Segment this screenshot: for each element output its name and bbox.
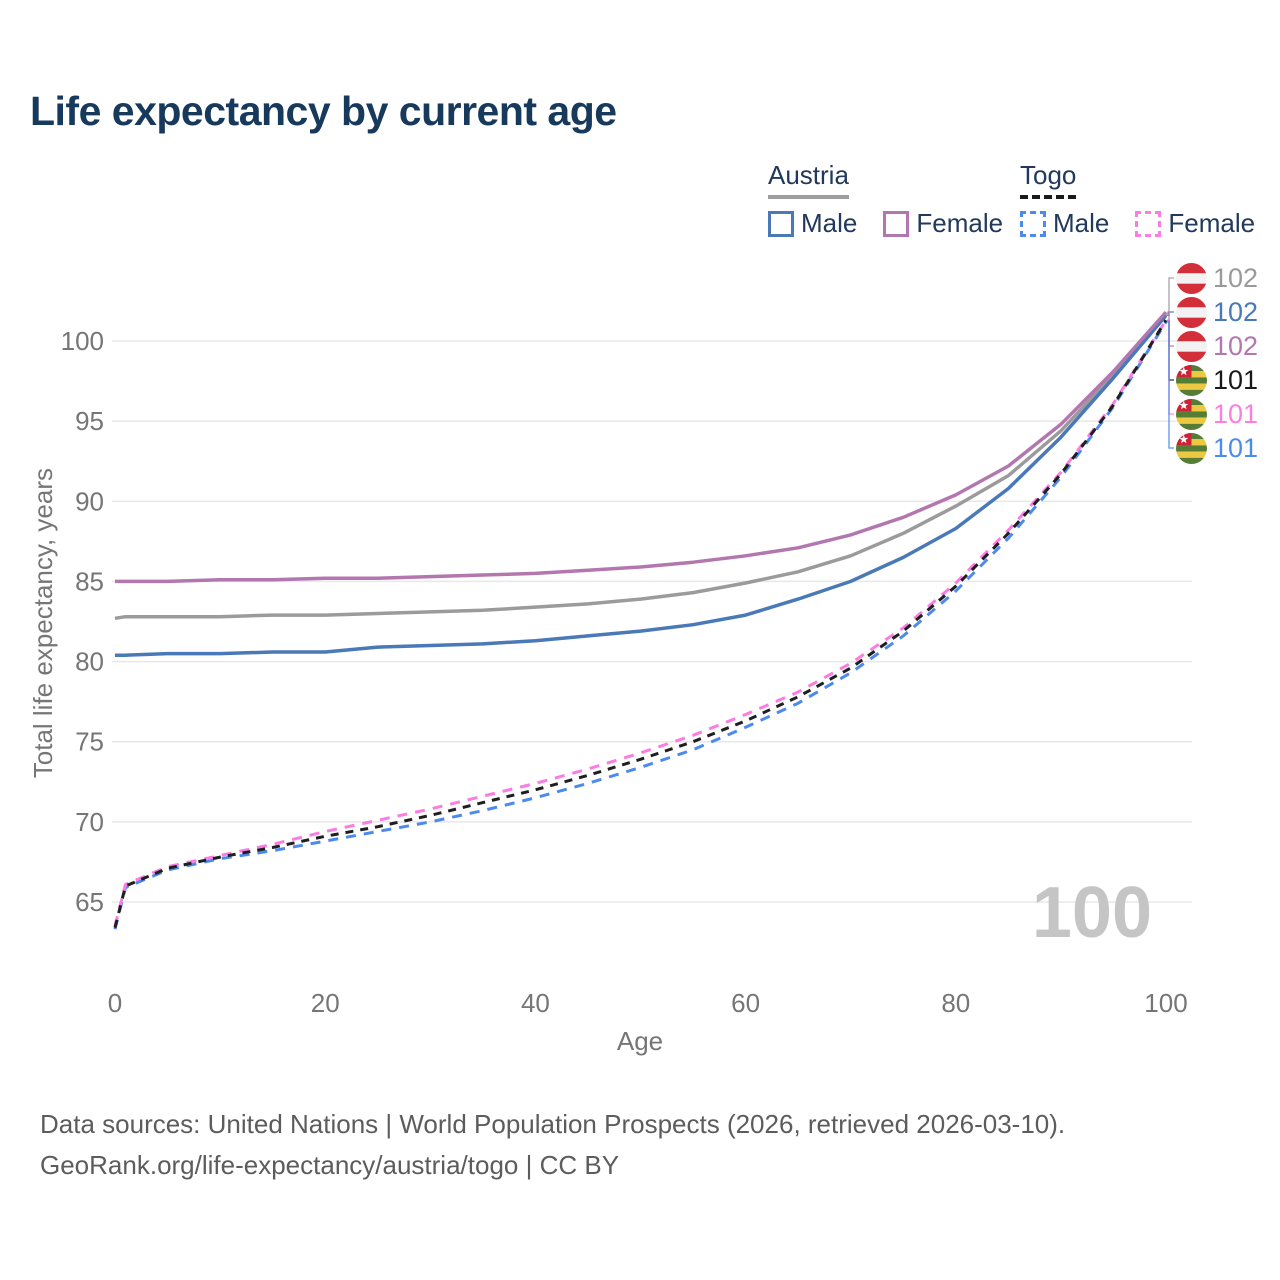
line-chart-plot[interactable]: 65 70 75 80 85 90 95 100 0 20 40 60 80 100 [0,0,1280,1080]
legend-austria-label: Austria [768,160,849,199]
series-line-togo-both[interactable] [113,319,1168,928]
x-tick-label: 20 [311,988,340,1018]
end-label-connector [1167,277,1174,315]
togo-flag-icon [1176,398,1207,430]
end-label-value: 102 [1213,296,1259,327]
series-line-togo-female[interactable] [113,319,1168,927]
austria-flag-icon [1176,330,1207,362]
series-line-austria-both[interactable] [114,312,1168,621]
x-axis-title: Age [616,1026,664,1056]
x-tick-label: 100 [1144,988,1187,1018]
end-label-connector [1167,319,1174,381]
end-label-value: 101 [1213,398,1259,429]
togo-flag-icon [1176,432,1207,464]
end-label-togo-male: 101 [1176,431,1258,465]
legend-austria-male-toggle[interactable]: Male [768,208,857,239]
x-tick-label: 40 [521,988,550,1018]
y-tick-label: 95 [75,406,104,436]
x-tick-label: 60 [731,988,760,1018]
legend-togo-label: Togo [1020,160,1077,199]
legend-group-austria: Austria Male Female [768,160,1003,239]
legend-group-togo: Togo Male Female [1020,160,1255,239]
end-label-value: 101 [1213,364,1259,395]
y-tick-label: 80 [75,647,104,677]
end-label-value: 102 [1213,262,1259,293]
footer-data-sources: Data sources: United Nations | World Pop… [40,1109,1066,1139]
y-tick-label: 90 [75,486,104,516]
end-label-austria-female: 102 [1176,329,1258,363]
footer-attribution: GeoRank.org/life-expectancy/austria/togo… [40,1150,620,1180]
series-line-togo-male[interactable] [113,321,1168,930]
page-title: Life expectancy by current age [30,88,617,134]
series-line-austria-male[interactable] [115,314,1168,657]
series-line-austria-female[interactable] [115,310,1168,584]
end-label-togo-both: 101 [1176,363,1258,397]
end-label-value: 102 [1213,330,1259,361]
y-tick-label: 100 [61,326,104,356]
checkbox-icon[interactable] [768,210,794,237]
footer: Data sources: United Nations | World Pop… [40,1104,1065,1186]
end-label-togo-female: 101 [1176,397,1258,431]
x-tick-label: 80 [941,988,970,1018]
checkbox-icon[interactable] [1135,210,1162,237]
legend-austria-male-label[interactable]: Male [801,208,858,238]
legend-togo-female-label[interactable]: Female [1168,208,1256,238]
y-axis-title: Total life expectancy, years [28,468,58,779]
end-label-austria-male: 102 [1176,295,1258,329]
end-label-austria-both: 102 [1176,261,1258,295]
y-tick-label: 85 [75,566,104,596]
end-label-connector [1167,319,1174,415]
age-watermark: 100 [1031,873,1152,953]
legend-togo-male-toggle[interactable]: Male [1020,208,1109,239]
checkbox-icon[interactable] [883,210,910,237]
y-tick-label: 75 [75,727,104,757]
legend-austria-female-toggle[interactable]: Female [883,208,1003,239]
y-tick-label: 70 [75,807,104,837]
checkbox-icon[interactable] [1020,210,1046,237]
austria-flag-icon [1176,296,1207,328]
austria-flag-icon [1176,262,1207,294]
y-tick-label: 65 [75,887,104,917]
end-label-connector [1167,321,1174,449]
togo-flag-icon [1176,364,1207,396]
legend-togo-female-toggle[interactable]: Female [1135,208,1255,239]
end-label-value: 101 [1213,432,1259,463]
legend-austria-female-label[interactable]: Female [916,208,1004,238]
legend-togo-male-label[interactable]: Male [1053,208,1110,238]
x-tick-label: 0 [108,988,122,1018]
